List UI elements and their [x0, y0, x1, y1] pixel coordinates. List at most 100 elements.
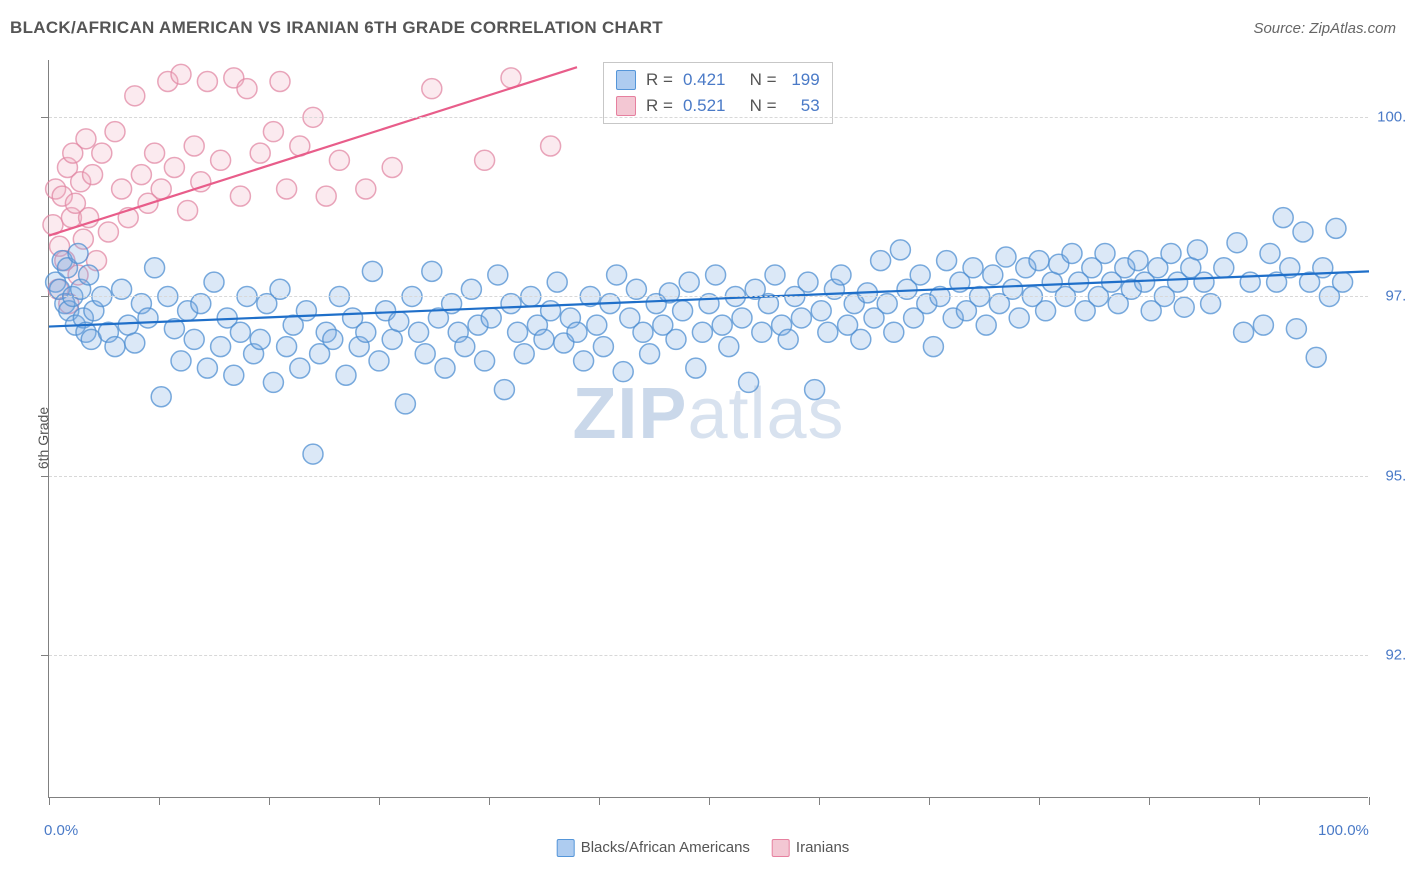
x-tick — [489, 797, 490, 805]
pink-point — [263, 122, 283, 142]
x-tick — [819, 797, 820, 805]
x-axis-label-min: 0.0% — [44, 822, 78, 839]
blue-point — [290, 358, 310, 378]
blue-point — [1174, 297, 1194, 317]
blue-point — [666, 329, 686, 349]
blue-point — [547, 272, 567, 292]
blue-point — [752, 322, 772, 342]
blue-point — [125, 333, 145, 353]
blue-point — [587, 315, 607, 335]
blue-point — [976, 315, 996, 335]
blue-point — [613, 362, 633, 382]
pink-point — [184, 136, 204, 156]
pink-point — [475, 150, 495, 170]
pink-point — [83, 165, 103, 185]
legend-swatch — [616, 70, 636, 90]
blue-point — [415, 344, 435, 364]
blue-point — [574, 351, 594, 371]
pink-point — [178, 200, 198, 220]
legend-item: Iranians — [772, 839, 849, 857]
pink-point — [197, 71, 217, 91]
blue-point — [1286, 319, 1306, 339]
blue-point — [514, 344, 534, 364]
blue-point — [686, 358, 706, 378]
blue-point — [1036, 301, 1056, 321]
x-axis-label-max: 100.0% — [1318, 822, 1369, 839]
gridline-h — [49, 655, 1368, 656]
blue-point — [494, 380, 514, 400]
blue-point — [1187, 240, 1207, 260]
legend-item: Blacks/African Americans — [557, 839, 750, 857]
pink-point — [151, 179, 171, 199]
blue-point — [1234, 322, 1254, 342]
pink-point — [230, 186, 250, 206]
pink-point — [131, 165, 151, 185]
legend-bottom: Blacks/African Americans Iranians — [557, 839, 850, 857]
blue-point — [541, 301, 561, 321]
blue-point — [481, 308, 501, 328]
blue-point — [475, 351, 495, 371]
corr-row: R = 0.421 N = 199 — [616, 67, 820, 93]
blue-point — [1128, 251, 1148, 271]
y-tick — [41, 296, 49, 297]
blue-point — [712, 315, 732, 335]
chart-svg — [49, 60, 1368, 797]
blue-point — [389, 312, 409, 332]
x-tick — [379, 797, 380, 805]
blue-point — [1253, 315, 1273, 335]
source-label: Source: ZipAtlas.com — [1253, 20, 1396, 37]
blue-point — [1029, 251, 1049, 271]
blue-point — [910, 265, 930, 285]
blue-point — [1194, 272, 1214, 292]
blue-point — [204, 272, 224, 292]
blue-point — [805, 380, 825, 400]
r-value: 0.421 — [683, 70, 726, 90]
blue-point — [831, 265, 851, 285]
blue-point — [1273, 208, 1293, 228]
blue-point — [778, 329, 798, 349]
y-tick — [41, 655, 49, 656]
pink-point — [164, 157, 184, 177]
y-tick-label: 100.0% — [1377, 109, 1406, 126]
r-label: R = — [646, 70, 673, 90]
blue-point — [706, 265, 726, 285]
blue-point — [1214, 258, 1234, 278]
y-tick-label: 92.5% — [1385, 646, 1406, 663]
r-label: R = — [646, 96, 673, 116]
blue-point — [719, 337, 739, 357]
blue-point — [382, 329, 402, 349]
pink-point — [356, 179, 376, 199]
blue-point — [818, 322, 838, 342]
blue-point — [151, 387, 171, 407]
legend-swatch — [557, 839, 575, 857]
blue-point — [79, 265, 99, 285]
blue-point — [851, 329, 871, 349]
blue-point — [673, 301, 693, 321]
legend-swatch — [772, 839, 790, 857]
pink-point — [277, 179, 297, 199]
blue-point — [409, 322, 429, 342]
blue-point — [811, 301, 831, 321]
pink-point — [211, 150, 231, 170]
blue-point — [145, 258, 165, 278]
pink-point — [316, 186, 336, 206]
blue-point — [679, 272, 699, 292]
blue-point — [323, 329, 343, 349]
blue-point — [871, 251, 891, 271]
blue-point — [230, 322, 250, 342]
y-tick — [41, 476, 49, 477]
blue-point — [1333, 272, 1353, 292]
blue-point — [963, 258, 983, 278]
blue-point — [739, 372, 759, 392]
pink-point — [250, 143, 270, 163]
blue-point — [983, 265, 1003, 285]
pink-point — [382, 157, 402, 177]
blue-point — [732, 308, 752, 328]
x-tick — [929, 797, 930, 805]
blue-point — [356, 322, 376, 342]
blue-point — [508, 322, 528, 342]
blue-point — [692, 322, 712, 342]
pink-point — [422, 79, 442, 99]
blue-point — [937, 251, 957, 271]
gridline-h — [49, 296, 1368, 297]
